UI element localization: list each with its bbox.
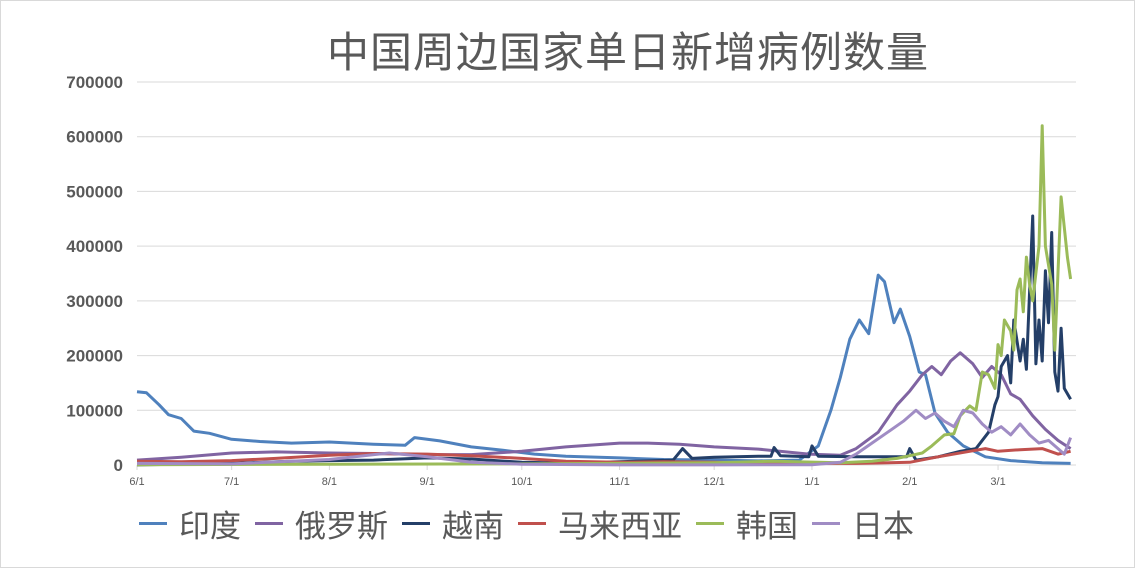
legend-label: 日本 — [852, 509, 914, 545]
legend-label: 越南 — [442, 509, 504, 545]
chart-title: 中国周边国家单日新增病例数量 — [326, 28, 929, 77]
y-tick-label: 100000 — [66, 401, 123, 420]
y-tick-label: 500000 — [66, 182, 123, 201]
y-tick-label: 300000 — [66, 292, 123, 311]
y-tick-label: 200000 — [66, 347, 123, 366]
y-tick-label: 600000 — [66, 128, 123, 147]
legend-item: 俄罗斯 — [255, 501, 388, 546]
legend-label: 马来西亚 — [558, 509, 682, 545]
series-line-5 — [136, 408, 1073, 467]
x-tick-label: 10/1 — [511, 476, 532, 488]
legend-label: 印度 — [179, 509, 241, 545]
legend-swatch — [255, 522, 283, 525]
legend: 印度 俄罗斯 越南 马来西亚 韩国 日本 — [139, 501, 928, 546]
x-tick-label: 2/1 — [902, 476, 917, 488]
legend-swatch — [518, 522, 546, 525]
legend-item: 越南 — [402, 501, 504, 546]
legend-label: 俄罗斯 — [295, 509, 388, 545]
series-line-2 — [136, 214, 1072, 467]
legend-item: 韩国 — [696, 501, 798, 546]
legend-swatch — [696, 522, 724, 525]
x-tick-label: 11/1 — [609, 476, 630, 488]
legend-item: 日本 — [812, 501, 914, 546]
x-tick-label: 3/1 — [990, 476, 1005, 488]
x-tick-label: 1/1 — [804, 476, 819, 488]
x-tick-label: 9/1 — [420, 476, 435, 488]
legend-swatch — [402, 522, 430, 525]
y-tick-label: 700000 — [66, 73, 123, 92]
series-line-4 — [136, 124, 1073, 467]
x-tick-label: 7/1 — [224, 476, 239, 488]
x-tick-label: 12/1 — [703, 476, 724, 488]
legend-label: 韩国 — [736, 509, 798, 545]
legend-swatch — [139, 522, 167, 525]
legend-item: 马来西亚 — [518, 501, 682, 546]
x-tick-label: 8/1 — [322, 476, 337, 488]
y-tick-label: 400000 — [66, 237, 123, 256]
legend-item: 印度 — [139, 501, 241, 546]
x-tick-label: 6/1 — [129, 476, 144, 488]
y-tick-label: 0 — [114, 456, 123, 475]
legend-swatch — [812, 522, 840, 525]
series-line-1 — [136, 351, 1072, 462]
